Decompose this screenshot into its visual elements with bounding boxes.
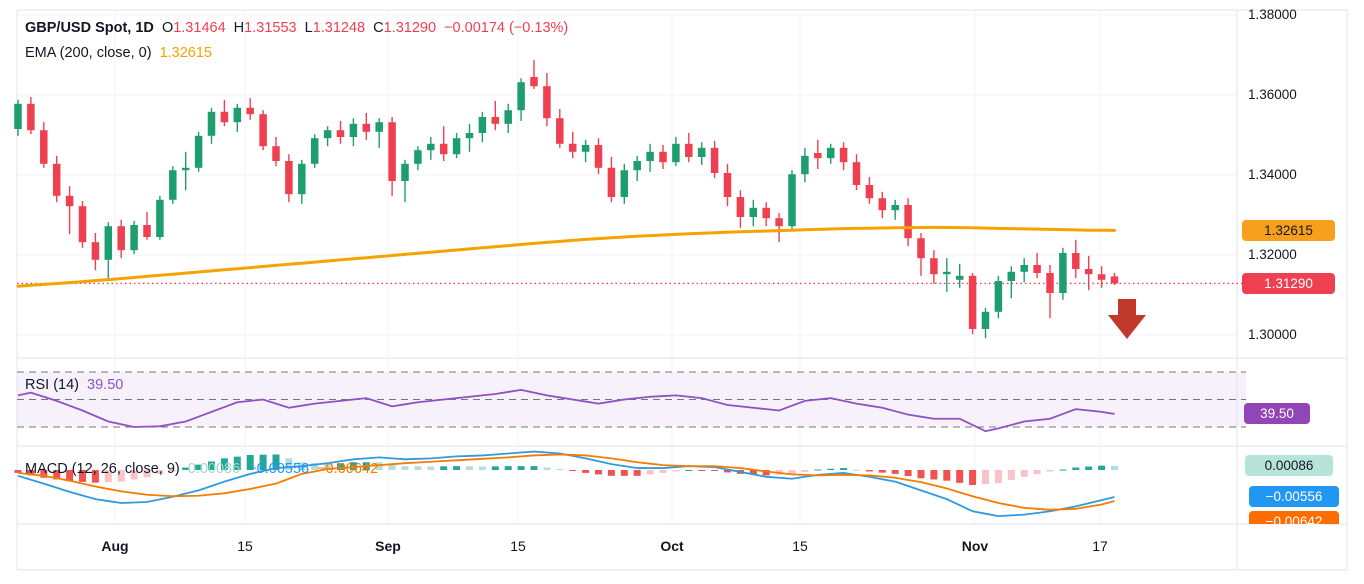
ema-value: 1.32615 <box>159 45 212 61</box>
time-tick-label: Nov <box>961 538 989 554</box>
pane-dividers <box>16 9 1348 571</box>
time-tick-label: 15 <box>510 538 526 554</box>
macd-signal-badge: −0.00642 <box>1249 511 1339 524</box>
open-value: 1.31464 <box>173 20 226 36</box>
time-tick-label: 15 <box>792 538 808 554</box>
time-tick-label: Aug <box>101 538 129 554</box>
macd-hist-badge: 0.00086 <box>1245 455 1333 476</box>
time-tick-label: 15 <box>237 538 253 554</box>
gridlines <box>17 10 1237 524</box>
low-label: L <box>304 20 313 36</box>
price-tick-label: 1.32000 <box>1248 247 1297 262</box>
ema-price-badge: 1.32615 <box>1242 220 1335 241</box>
macd-legend: MACD (12, 26, close, 9) 0.00086 −0.00556… <box>25 461 382 477</box>
rsi-value: 39.50 <box>87 377 124 393</box>
ema-label: EMA (200, close, 0) <box>25 45 152 61</box>
price-tick-label: 1.30000 <box>1248 327 1297 342</box>
price-tick-label: 1.38000 <box>1248 7 1297 22</box>
low-value: 1.31248 <box>312 20 366 36</box>
macd-line-value: −0.00556 <box>248 461 310 477</box>
high-value: 1.31553 <box>244 20 297 36</box>
macd-signal-badge-clip: −0.00642 <box>1240 446 1356 524</box>
open-label: O <box>161 20 174 36</box>
symbol-title: GBP/USD Spot, 1D <box>25 20 154 36</box>
main-legend: GBP/USD Spot, 1D O1.31464 H1.31553 L1.31… <box>25 20 572 36</box>
high-label: H <box>233 20 245 36</box>
macd-signal-line <box>17 453 1115 511</box>
macd-histogram <box>14 454 1118 486</box>
macd-line-badge: −0.00556 <box>1249 486 1339 507</box>
time-tick-label: Sep <box>375 538 401 554</box>
rsi-value-badge: 39.50 <box>1244 403 1310 424</box>
rsi-line <box>17 388 1115 433</box>
candles <box>14 59 1119 339</box>
macd-hist-value: 0.00086 <box>187 461 241 477</box>
change-value: −0.00174 (−0.13%) <box>444 20 569 36</box>
price-tick-label: 1.36000 <box>1248 87 1297 102</box>
last-price-badge: 1.31290 <box>1242 273 1335 294</box>
rsi-legend: RSI (14) 39.50 <box>25 377 127 393</box>
down-arrow-annotation <box>1108 299 1146 339</box>
price-tick-label: 1.34000 <box>1248 167 1297 182</box>
macd-signal-value: −0.00642 <box>317 461 379 477</box>
macd-label: MACD (12, 26, close, 9) <box>25 461 180 477</box>
time-tick-label: 17 <box>1092 538 1108 554</box>
rsi-label: RSI (14) <box>25 377 79 393</box>
time-tick-label: Oct <box>660 538 684 554</box>
close-label: C <box>373 20 384 36</box>
ema-legend: EMA (200, close, 0) 1.32615 <box>25 45 216 61</box>
close-value: 1.31290 <box>383 20 437 36</box>
ema-line <box>16 225 1116 288</box>
